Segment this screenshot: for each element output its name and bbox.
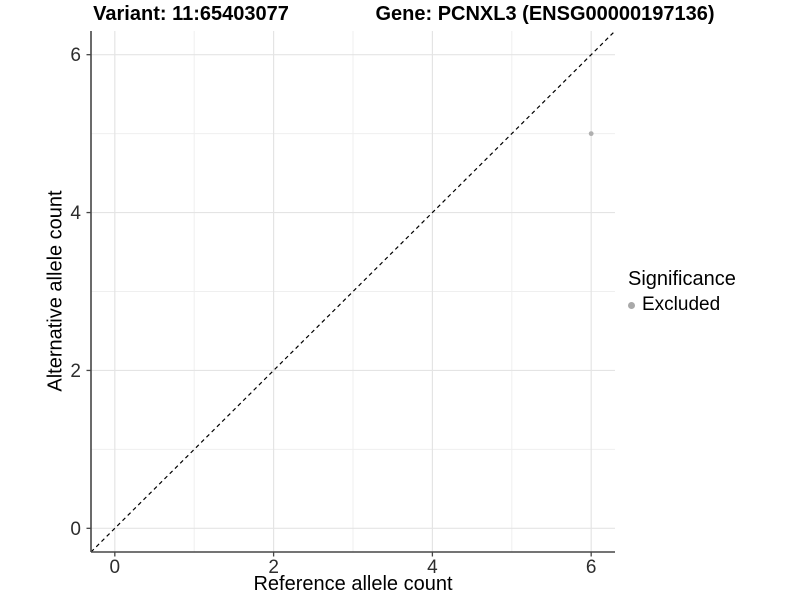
legend-title: Significance bbox=[628, 268, 736, 290]
legend-key-dot-icon bbox=[628, 301, 635, 309]
y-tick-label: 0 bbox=[70, 519, 81, 540]
x-tick-label: 6 bbox=[586, 557, 597, 578]
x-tick-label: 0 bbox=[110, 557, 121, 578]
identity-reference-line bbox=[90, 30, 616, 553]
legend-item-label: Excluded bbox=[642, 294, 721, 315]
plot-title-gene: Gene: PCNXL3 (ENSG00000197136) bbox=[375, 3, 715, 25]
x-tick-label: 2 bbox=[268, 557, 279, 578]
legend: Significance Excluded bbox=[628, 268, 736, 316]
x-axis-title: Reference allele count bbox=[253, 573, 453, 595]
y-tick-label: 6 bbox=[70, 45, 81, 66]
y-tick-label: 2 bbox=[70, 361, 81, 382]
y-axis-title: Alternative allele count bbox=[44, 190, 67, 392]
plot-title-variant: Variant: 11:65403077 bbox=[93, 3, 289, 25]
data-point bbox=[588, 131, 594, 137]
x-tick-label: 4 bbox=[427, 557, 438, 578]
legend-item-excluded: Excluded bbox=[628, 294, 736, 316]
y-tick-label: 4 bbox=[70, 203, 81, 224]
